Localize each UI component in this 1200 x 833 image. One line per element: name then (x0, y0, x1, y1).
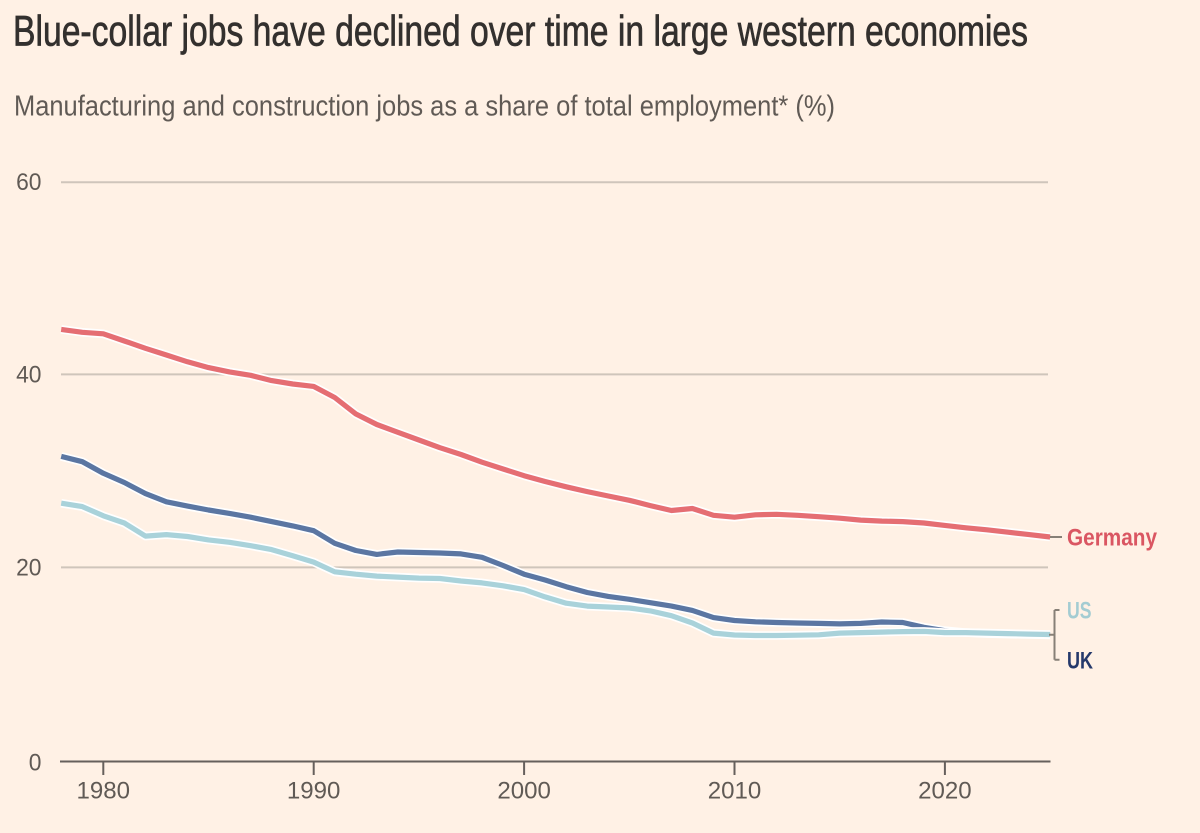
svg-text:2000: 2000 (497, 778, 551, 805)
svg-text:Blue-collar jobs have declined: Blue-collar jobs have declined over time… (13, 7, 1028, 55)
svg-text:Germany: Germany (1067, 524, 1158, 551)
svg-text:2020: 2020 (918, 778, 972, 805)
svg-text:Manufacturing and construction: Manufacturing and construction jobs as a… (14, 91, 835, 123)
svg-text:0: 0 (29, 750, 42, 777)
svg-text:60: 60 (16, 169, 41, 196)
svg-text:1990: 1990 (287, 778, 341, 805)
svg-text:US: US (1067, 598, 1092, 625)
svg-text:1980: 1980 (77, 778, 131, 805)
svg-text:2010: 2010 (708, 778, 762, 805)
svg-text:20: 20 (16, 554, 41, 581)
svg-text:40: 40 (16, 361, 41, 388)
svg-text:UK: UK (1067, 648, 1093, 675)
